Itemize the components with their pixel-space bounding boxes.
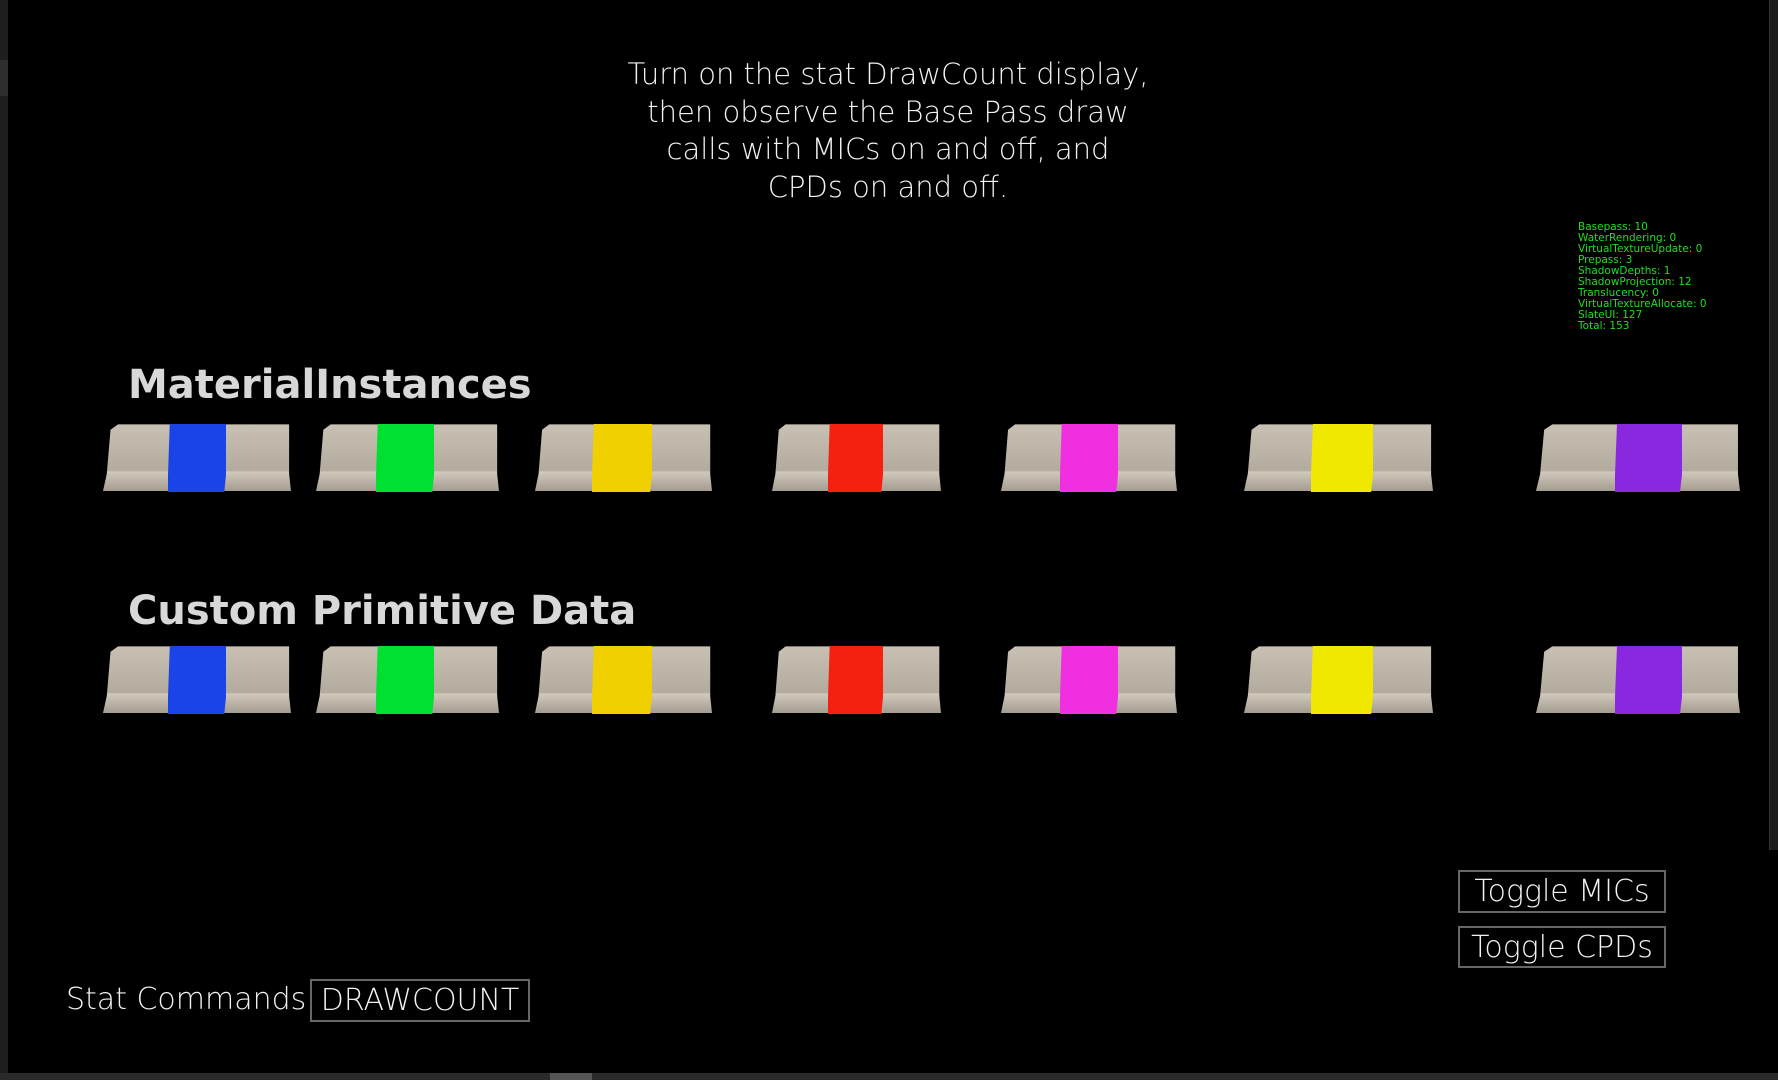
toggle-mics-button[interactable]: Toggle MICs xyxy=(1458,870,1666,913)
stat-basepass: Basepass: 10 xyxy=(1578,221,1648,233)
barrier-color-stripe xyxy=(376,424,434,492)
stat-shadowprojection: ShadowProjection: 12 xyxy=(1578,276,1692,288)
barrier-color-stripe xyxy=(828,646,883,714)
stat-vtallocate: VirtualTextureAllocate: 0 xyxy=(1578,298,1707,310)
barrier-color-stripe xyxy=(1615,424,1682,492)
left-edge xyxy=(0,0,8,1073)
barrier-color-stripe xyxy=(168,424,226,492)
right-scrollbar[interactable] xyxy=(1769,0,1778,850)
instruction-line: CPDs on and off. xyxy=(767,169,1009,204)
concrete-barrier xyxy=(103,423,291,492)
concrete-barrier xyxy=(772,423,941,492)
left-edge-marker xyxy=(0,60,8,96)
concrete-barrier xyxy=(1001,645,1177,714)
barrier-color-stripe xyxy=(1060,646,1118,714)
toggle-cpds-button[interactable]: Toggle CPDs xyxy=(1458,926,1666,968)
concrete-barrier xyxy=(1244,645,1433,714)
stat-slateui: SlateUI: 127 xyxy=(1578,309,1643,321)
stat-translucency: Translucency: 0 xyxy=(1578,287,1659,299)
material-instances-heading: MaterialInstances xyxy=(128,362,532,408)
concrete-barrier xyxy=(316,423,499,492)
concrete-barrier xyxy=(535,423,712,492)
concrete-barrier xyxy=(1244,423,1433,492)
stat-vtupdate: VirtualTextureUpdate: 0 xyxy=(1578,243,1703,255)
barrier-color-stripe xyxy=(1311,646,1373,714)
stat-prepass: Prepass: 3 xyxy=(1578,254,1633,266)
barrier-color-stripe xyxy=(592,424,652,492)
instructions-text: Turn on the stat DrawCount display, then… xyxy=(588,56,1188,206)
barrier-color-stripe xyxy=(168,646,226,714)
concrete-barrier xyxy=(316,645,499,714)
instruction-line: then observe the Base Pass draw xyxy=(647,94,1129,129)
concrete-barrier xyxy=(1536,645,1740,714)
barrier-color-stripe xyxy=(1311,424,1373,492)
barrier-color-stripe xyxy=(376,646,434,714)
stat-commands-label: Stat Commands xyxy=(66,982,307,1017)
stat-command-input[interactable]: DRAWCOUNT xyxy=(310,979,530,1022)
stat-waterrendering: WaterRendering: 0 xyxy=(1578,232,1677,244)
scrollbar-thumb[interactable] xyxy=(550,1073,592,1080)
barrier-color-stripe xyxy=(1060,424,1118,492)
instruction-line: Turn on the stat DrawCount display, xyxy=(627,57,1149,91)
concrete-barrier xyxy=(1536,423,1740,492)
barrier-color-stripe xyxy=(592,646,652,714)
barrier-color-stripe xyxy=(828,424,883,492)
instruction-line: calls with MICs on and off, and xyxy=(666,132,1110,166)
barrier-color-stripe xyxy=(1615,646,1682,714)
concrete-barrier xyxy=(103,645,291,714)
drawcount-stats: Basepass: 10 WaterRendering: 0 VirtualTe… xyxy=(1578,222,1707,332)
concrete-barrier xyxy=(535,645,712,714)
custom-primitive-data-heading: Custom Primitive Data xyxy=(128,588,637,634)
concrete-barrier xyxy=(772,645,941,714)
stat-total: Total: 153 xyxy=(1578,320,1630,332)
stat-shadowdepths: ShadowDepths: 1 xyxy=(1578,265,1671,277)
horizontal-scrollbar[interactable] xyxy=(0,1073,1778,1080)
concrete-barrier xyxy=(1001,423,1177,492)
